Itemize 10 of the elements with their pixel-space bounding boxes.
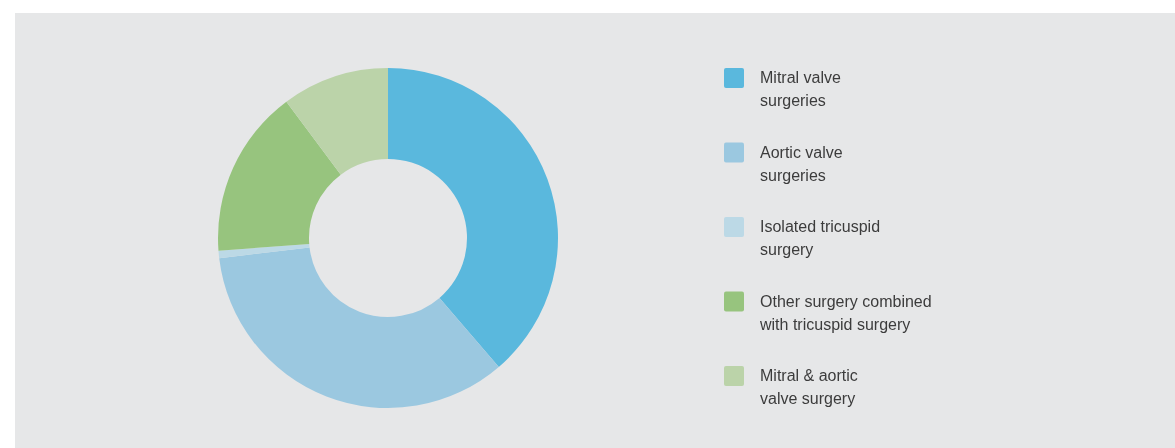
- legend-label: Other surgery combined with tricuspid surgery: [759, 292, 932, 333]
- donut-slice: [218, 243, 310, 259]
- donut-slice: [218, 101, 341, 251]
- donut-slice: [219, 247, 499, 408]
- donut-slice: [286, 68, 388, 175]
- legend-label: Mitral valve surgeries: [760, 69, 842, 109]
- legend-label: Isolated tricuspid surgery: [760, 218, 881, 258]
- legend-label: Aortic valve surgeries: [760, 143, 843, 184]
- donut-slice: [388, 68, 558, 367]
- legend-label: Mitral & aortic valve surgery: [760, 367, 858, 407]
